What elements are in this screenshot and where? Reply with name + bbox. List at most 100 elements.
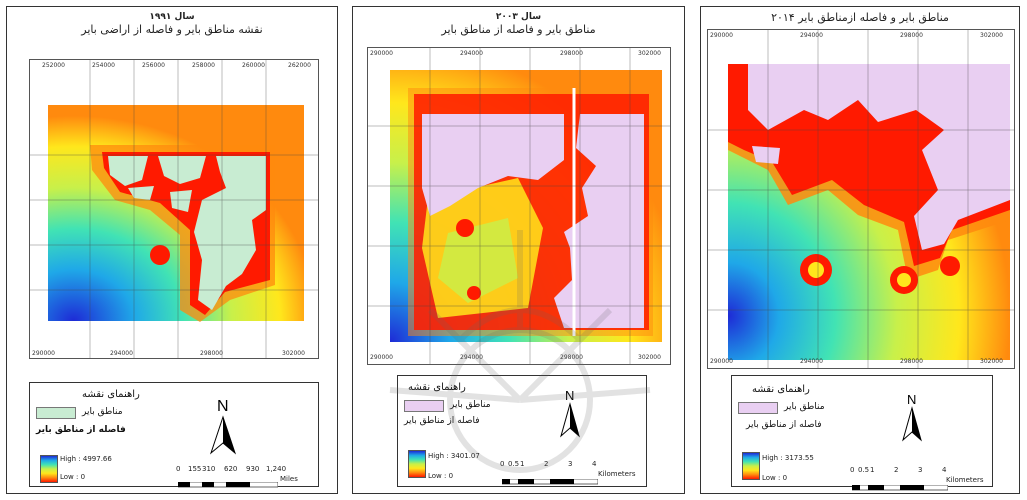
north-label: N [907, 392, 916, 407]
scale-number: 4 [592, 460, 597, 468]
map-frame: 290000 294000 298000 302000 290000 29400… [707, 29, 1015, 369]
panel-title: مناطق بایر و فاصله ازمناطق بایر ۲۰۱۴ [771, 11, 949, 24]
x-tick: 256000 [142, 62, 165, 69]
legend-distance-label: فاصله از مناطق بایر [746, 420, 822, 430]
barren-swatch [738, 402, 778, 414]
barren-area [422, 114, 564, 216]
legend-class-label: مناطق بایر [82, 407, 123, 417]
north-arrow-icon: N [558, 388, 582, 442]
ramp-high-label: High : 3401.07 [428, 452, 480, 460]
x-tick: 290000 [710, 32, 733, 39]
panel-year-label: سال ۲۰۰۳ [495, 12, 542, 22]
north-label: N [217, 398, 229, 415]
x-tick-bottom: 298000 [560, 354, 583, 361]
x-tick-bottom: 298000 [200, 350, 223, 357]
ramp-high-label: High : 4997.66 [60, 455, 112, 463]
x-tick-bottom: 302000 [980, 358, 1003, 365]
panel-year-label: سال ۱۹۹۱ [149, 12, 195, 22]
scale-number: 1,240 [266, 465, 287, 473]
north-arrow-icon: N [900, 392, 924, 446]
ramp-high-label: High : 3173.55 [762, 454, 814, 462]
north-label: N [565, 388, 574, 403]
scale-number: 0.5 [858, 466, 870, 474]
x-tick-bottom: 294000 [460, 354, 483, 361]
barren-area [748, 64, 1010, 250]
distance-color-ramp [40, 455, 58, 483]
x-tick: 302000 [980, 32, 1003, 39]
x-tick: 258000 [192, 62, 215, 69]
barren-swatch [404, 400, 444, 412]
legend-distance-label: فاصله از مناطق بایر [36, 425, 126, 435]
ramp-low-label: Low : 0 [60, 473, 86, 481]
map-frame: 252000 254000 256000 258000 260000 26200… [29, 59, 319, 359]
distance-color-ramp [408, 450, 426, 478]
legend-title: راهنمای نقشه [752, 384, 810, 395]
scale-number: 1 [520, 460, 525, 468]
map-frame: 290000 294000 298000 302000 290000 29400… [367, 47, 671, 365]
scale-number: 0 [176, 465, 181, 473]
distance-raster-map [708, 30, 1014, 368]
scale-number: 1 [870, 466, 875, 474]
x-tick-bottom: 298000 [900, 358, 923, 365]
x-tick: 294000 [800, 32, 823, 39]
map-panel-1991: سال ۱۹۹۱ نقشه مناطق بایر و فاصله از اراض… [6, 6, 338, 494]
x-tick: 294000 [460, 50, 483, 57]
x-tick: 254000 [92, 62, 115, 69]
x-tick: 298000 [560, 50, 583, 57]
x-tick: 262000 [288, 62, 311, 69]
scale-bar [501, 470, 599, 489]
scale-number: 4 [942, 466, 947, 474]
legend-title: راهنمای نقشه [408, 382, 466, 393]
scale-number: 310 [202, 465, 216, 473]
legend-class-label: مناطق بایر [450, 400, 491, 410]
scale-bar [851, 476, 949, 495]
barren-area [752, 146, 780, 164]
map-panel-2014: مناطق بایر و فاصله ازمناطق بایر ۲۰۱۴ [700, 6, 1020, 494]
scale-unit: Kilometers [946, 476, 984, 484]
panel-title: مناطق بایر و فاصله از مناطق بایر [441, 23, 596, 36]
scale-number: 2 [544, 460, 549, 468]
scale-number: 2 [894, 466, 899, 474]
scale-unit: Kilometers [598, 470, 636, 478]
map-legend: راهنمای نقشه مناطق بایر فاصله از مناطق ب… [731, 375, 993, 491]
barren-area [108, 156, 266, 310]
hotspot [467, 286, 481, 300]
distance-raster-map [368, 48, 670, 364]
scale-number: 3 [918, 466, 923, 474]
map-grid [30, 60, 318, 358]
ramp-low-label: Low : 0 [428, 472, 454, 480]
distance-raster-map [30, 60, 318, 358]
hotspot [940, 256, 960, 276]
legend-class-label: مناطق بایر [784, 402, 825, 412]
x-tick-bottom: 294000 [110, 350, 133, 357]
barren-area [554, 114, 644, 328]
x-tick: 252000 [42, 62, 65, 69]
x-tick-bottom: 290000 [710, 358, 733, 365]
scale-number: 620 [224, 465, 238, 473]
scale-number: 155 [188, 465, 202, 473]
map-panel-2003: سال ۲۰۰۳ مناطق بایر و فاصله از مناطق بای… [352, 6, 685, 494]
map-grid [368, 48, 670, 364]
scale-number: 930 [246, 465, 260, 473]
scale-number: 3 [568, 460, 573, 468]
x-tick: 302000 [638, 50, 661, 57]
legend-title: راهنمای نقشه [82, 389, 140, 400]
x-tick-bottom: 302000 [638, 354, 661, 361]
x-tick-bottom: 302000 [282, 350, 305, 357]
scale-bar [177, 473, 279, 492]
map-legend: راهنمای نقشه مناطق بایر فاصله از مناطق ب… [397, 375, 647, 487]
x-tick-bottom: 290000 [370, 354, 393, 361]
north-arrow-icon: N [208, 397, 238, 459]
x-tick: 260000 [242, 62, 265, 69]
legend-distance-label: فاصله از مناطق بایر [404, 416, 480, 426]
hotspot [456, 219, 474, 237]
scale-unit: Miles [280, 475, 298, 483]
x-tick: 290000 [370, 50, 393, 57]
scale-number: 0 [500, 460, 505, 468]
distance-color-ramp [742, 452, 760, 480]
panel-title: نقشه مناطق بایر و فاصله از اراضی بایر [81, 23, 263, 36]
x-tick: 298000 [900, 32, 923, 39]
x-tick-bottom: 290000 [32, 350, 55, 357]
map-grid [708, 30, 1014, 368]
scale-number: 0 [850, 466, 855, 474]
